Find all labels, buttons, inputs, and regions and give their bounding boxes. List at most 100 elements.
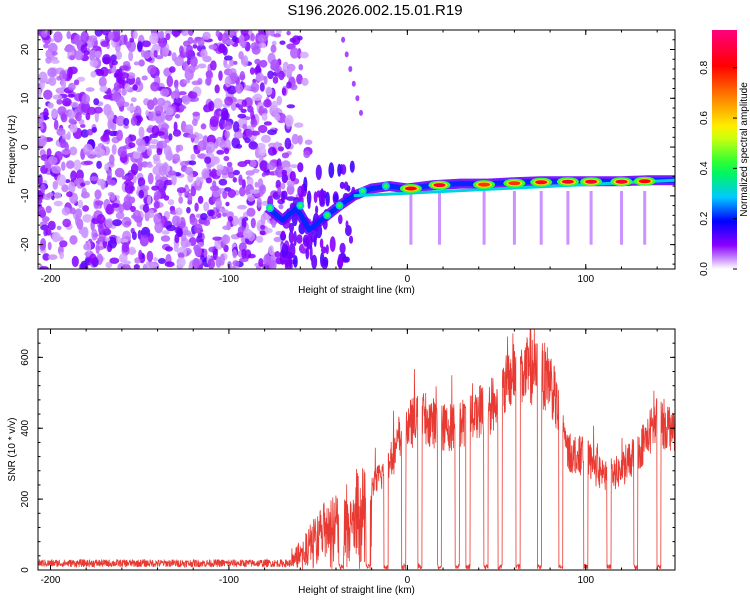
noise-speck [260, 224, 266, 230]
noise-speck [121, 175, 129, 180]
noise-speck [245, 170, 255, 176]
signal-streak [620, 191, 623, 245]
noise-speck [196, 176, 201, 187]
noise-speck [299, 51, 309, 59]
noise-speck [106, 87, 112, 99]
noise-speck [223, 147, 230, 155]
noise-speck [161, 230, 170, 235]
noise-speck [96, 160, 102, 169]
noise-speck [132, 151, 141, 160]
noise-speck [197, 195, 204, 204]
noise-speck [259, 160, 268, 172]
noise-speck [38, 123, 44, 131]
transition-speck [311, 254, 318, 269]
noise-speck [221, 234, 231, 245]
noise-speck [139, 146, 148, 151]
noise-speck [47, 192, 54, 197]
x-axis-label: Height of straight line (km) [298, 585, 415, 596]
transition-speck [337, 253, 343, 269]
noise-speck [205, 177, 213, 184]
noise-speck [147, 64, 157, 75]
noise-speck [273, 33, 282, 38]
noise-speck [113, 82, 120, 92]
noise-speck [275, 179, 281, 189]
transition-speck [339, 181, 345, 189]
noise-speck [224, 76, 232, 88]
noise-speck [138, 126, 145, 139]
noise-speck [197, 232, 203, 239]
noise-speck [130, 97, 137, 103]
noise-speck [128, 51, 134, 62]
transition-speck [348, 235, 354, 244]
noise-speck [141, 40, 151, 48]
signal-blob-core [337, 203, 342, 208]
noise-speck [304, 139, 313, 145]
noise-speck [197, 153, 206, 159]
noise-speck [70, 101, 79, 108]
transition-speck [339, 242, 346, 254]
noise-speck [287, 180, 295, 188]
noise-speck [175, 207, 183, 216]
stray-speck [351, 80, 356, 87]
noise-speck [125, 41, 132, 49]
colorbar-tick-label: 0.0 [699, 262, 710, 276]
signal-peak [433, 183, 446, 188]
noise-speck [157, 140, 168, 149]
noise-speck [227, 189, 236, 198]
noise-speck [158, 38, 167, 48]
noise-speck [258, 30, 265, 35]
transition-speck [319, 238, 324, 249]
noise-speck [215, 30, 220, 37]
noise-speck [81, 94, 91, 105]
noise-speck [232, 169, 240, 176]
transition-speck [310, 231, 318, 243]
transition-speck [345, 225, 352, 237]
noise-speck [148, 209, 155, 219]
noise-speck [94, 30, 103, 37]
noise-speck [183, 60, 189, 72]
noise-speck [255, 265, 261, 269]
noise-speck [284, 114, 294, 127]
noise-speck [176, 257, 186, 268]
noise-speck [105, 218, 114, 229]
noise-speck [263, 253, 272, 266]
noise-speck [151, 125, 160, 136]
noise-speck [69, 207, 76, 215]
noise-speck [182, 94, 191, 105]
noise-speck [85, 112, 91, 121]
noise-speck [301, 77, 309, 86]
noise-speck [130, 163, 139, 176]
transition-speck [343, 181, 349, 191]
noise-speck [119, 253, 128, 263]
noise-speck [237, 113, 247, 119]
noise-speck [89, 59, 99, 68]
noise-speck [60, 113, 68, 123]
noise-speck [267, 146, 277, 156]
noise-speck [111, 60, 118, 66]
noise-speck [154, 221, 164, 234]
transition-speck [325, 191, 330, 207]
noise-speck [204, 156, 212, 164]
x-tick-label: 0 [405, 575, 411, 586]
noise-speck [291, 133, 299, 145]
noise-speck [272, 76, 279, 84]
noise-speck [261, 172, 266, 177]
transition-speck [303, 176, 308, 192]
noise-speck [45, 205, 52, 214]
colorbar-tick-label: 0.8 [699, 60, 710, 74]
noise-speck [149, 32, 159, 45]
x-tick-label: 100 [577, 575, 594, 586]
noise-speck [80, 226, 88, 238]
noise-speck [286, 184, 295, 195]
noise-speck [209, 185, 220, 192]
noise-speck [202, 31, 211, 40]
colorbar: 0.0 0.2 0.4 0.6 0.8 Normalized spectral ampli… [699, 30, 750, 276]
noise-speck [95, 243, 100, 255]
transition-speck [293, 230, 297, 247]
noise-speck [223, 121, 233, 130]
noise-speck [147, 144, 158, 149]
noise-speck [193, 223, 203, 234]
transition-speck [337, 163, 342, 177]
y-tick-label: 200 [20, 490, 31, 507]
noise-speck [85, 87, 95, 92]
